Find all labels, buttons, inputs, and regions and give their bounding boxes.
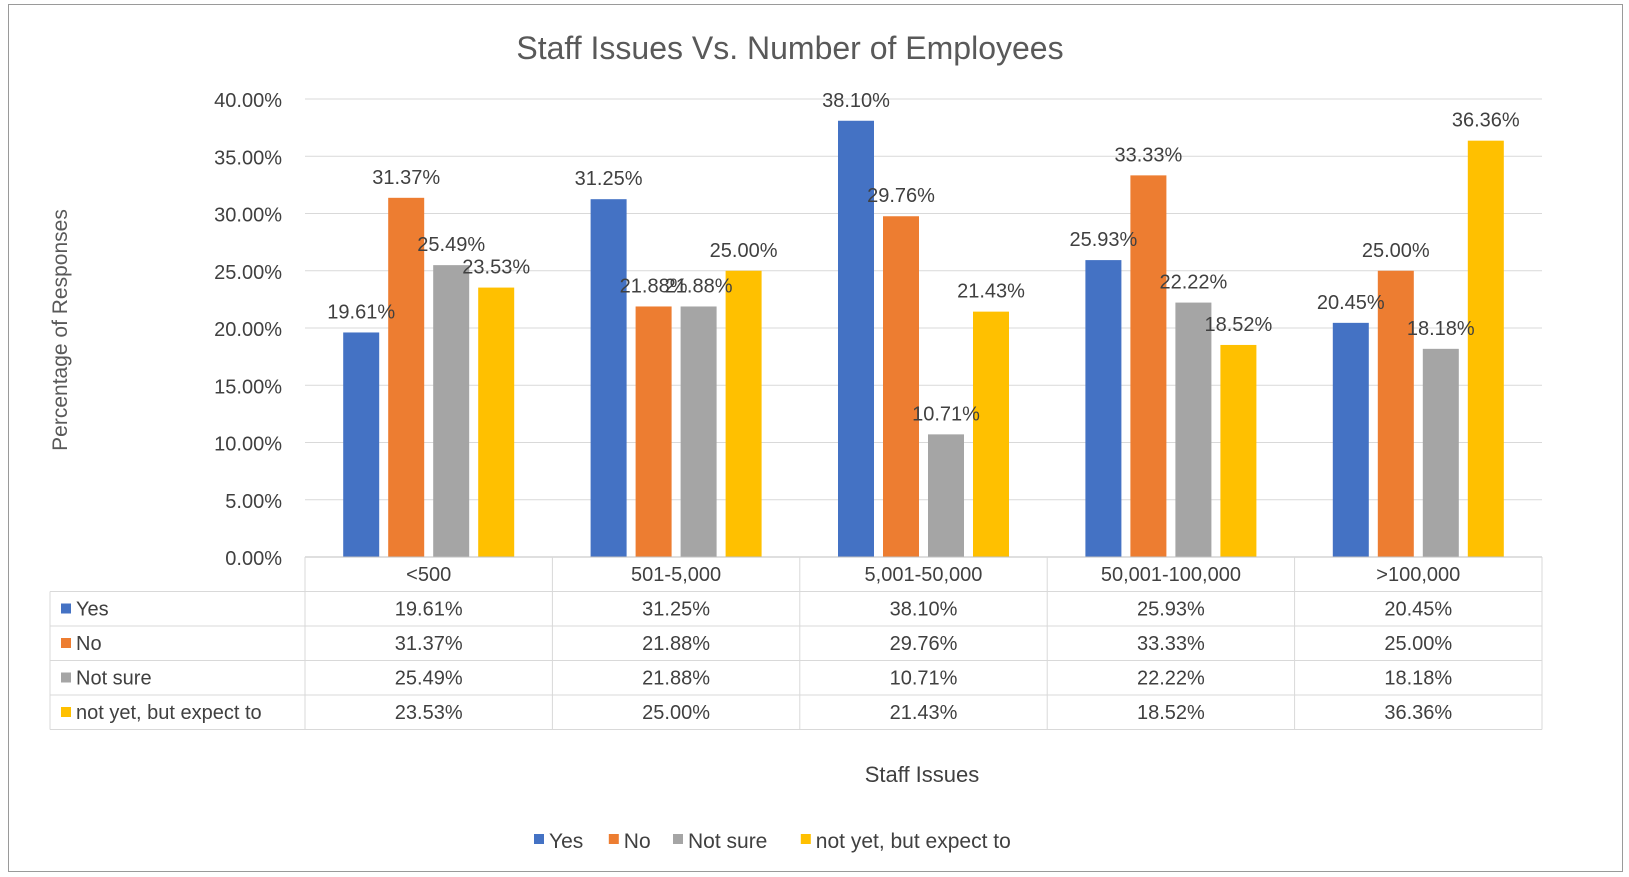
table-cell: 23.53% (395, 702, 463, 724)
legend-swatch (800, 834, 811, 844)
table-cell: 21.88% (642, 668, 710, 690)
table-cell: 10.71% (890, 668, 958, 690)
table-cell: 21.43% (890, 702, 958, 724)
legend-label: Yes (549, 830, 583, 853)
table-cell: 22.22% (1137, 668, 1205, 690)
table-cell: 18.18% (1384, 668, 1452, 690)
bar (1332, 322, 1369, 557)
data-labels: 19.61% 31.25% 38.10% 25.93% 20.45% 31.37% 21.8… (327, 90, 1520, 426)
data-label: 23.53% (462, 257, 530, 279)
data-label: 20.45% (1317, 292, 1385, 314)
y-axis-label: Percentage of Responses (49, 209, 72, 451)
bar (1085, 260, 1122, 557)
bar (973, 311, 1009, 557)
legend: Yes No Not sure not yet, but expect to (534, 830, 1011, 853)
y-tick-label: 40.00% (214, 90, 282, 112)
table-cell: 31.25% (642, 599, 710, 621)
data-label: 21.43% (957, 281, 1025, 303)
data-label: 31.25% (575, 168, 643, 190)
bars (343, 120, 1504, 558)
table-series-name: Not sure (76, 668, 152, 690)
bar (725, 270, 762, 557)
table-category-label: 501-5,000 (631, 564, 721, 586)
table-cell: 18.52% (1137, 702, 1205, 724)
data-label: 31.37% (372, 167, 440, 189)
table-category-label: >100,000 (1376, 564, 1460, 586)
chart-title: Staff Issues Vs. Number of Employees (516, 30, 1063, 66)
data-label: 21.88% (665, 275, 733, 297)
legend-label: not yet, but expect to (816, 830, 1011, 853)
bar (1377, 270, 1414, 557)
data-label: 18.52% (1204, 314, 1272, 336)
bar (883, 216, 919, 558)
data-table: <500 501-5,000 5,001-50,000 50,001-100,000 >… (49, 556, 1543, 730)
bar (1220, 344, 1257, 557)
table-cell: 25.00% (642, 702, 710, 724)
table-series-swatch (61, 672, 71, 683)
data-label: 21.88% (620, 275, 688, 297)
table-category-label: 50,001-100,000 (1101, 564, 1241, 586)
table-cell: 29.76% (890, 633, 958, 655)
table-cell: 25.00% (1384, 633, 1452, 655)
x-axis-label: Staff Issues (865, 762, 980, 787)
y-tick-label: 25.00% (214, 262, 282, 284)
data-label: 36.36% (1452, 110, 1520, 132)
table-series-swatch (61, 707, 71, 717)
data-label: 29.76% (867, 185, 935, 207)
table-series-swatch (61, 603, 71, 614)
table-series-name: No (76, 633, 102, 655)
y-axis-ticks: 0.00% 5.00% 10.00% 15.00% 20.00% 25.00% 30.00%… (214, 90, 282, 570)
y-tick-label: 10.00% (214, 434, 282, 456)
data-label: 25.00% (710, 240, 778, 262)
data-label: 22.22% (1159, 272, 1227, 294)
table-cell: 31.37% (395, 633, 463, 655)
table-category-label: 5,001-50,000 (865, 564, 983, 586)
y-tick-label: 35.00% (214, 147, 282, 169)
legend-swatch (534, 834, 544, 844)
legend-label: No (624, 830, 651, 853)
bar (1175, 302, 1212, 557)
table-cell: 21.88% (642, 633, 710, 655)
bar (1467, 140, 1504, 558)
data-label: 10.71% (912, 403, 980, 425)
table-cell: 36.36% (1384, 702, 1452, 724)
y-tick-label: 0.00% (225, 548, 282, 570)
bar (478, 287, 515, 557)
table-cell: 25.49% (395, 668, 463, 690)
y-tick-label: 30.00% (214, 205, 282, 227)
table-cell: 20.45% (1384, 599, 1452, 621)
y-tick-label: 15.00% (214, 376, 282, 398)
legend-swatch (673, 834, 683, 844)
table-category-label: <500 (406, 564, 451, 586)
legend-swatch (608, 834, 619, 844)
bar (928, 434, 964, 557)
data-label: 25.93% (1069, 229, 1137, 251)
bar (590, 199, 627, 557)
table-series-name: not yet, but expect to (76, 702, 262, 724)
bar (388, 197, 425, 557)
y-tick-label: 5.00% (225, 491, 282, 513)
data-label: 25.49% (417, 234, 485, 256)
data-label: 38.10% (822, 90, 890, 112)
data-label: 25.00% (1362, 240, 1430, 262)
legend-label: Not sure (688, 830, 767, 853)
data-label: 33.33% (1114, 144, 1182, 166)
table-cell: 38.10% (890, 599, 958, 621)
table-series-swatch (61, 638, 71, 648)
bar (680, 306, 717, 557)
bar (635, 306, 672, 557)
y-tick-label: 20.00% (214, 319, 282, 341)
table-series-name: Yes (76, 599, 109, 621)
bar (1130, 175, 1167, 557)
bar (343, 332, 380, 557)
data-label: 18.18% (1407, 318, 1475, 340)
table-cell: 19.61% (395, 599, 463, 621)
bar (838, 120, 874, 557)
data-label: 19.61% (327, 301, 395, 323)
bar (433, 265, 470, 557)
table-cell: 25.93% (1137, 599, 1205, 621)
bar (1422, 348, 1459, 557)
table-cell: 33.33% (1137, 633, 1205, 655)
